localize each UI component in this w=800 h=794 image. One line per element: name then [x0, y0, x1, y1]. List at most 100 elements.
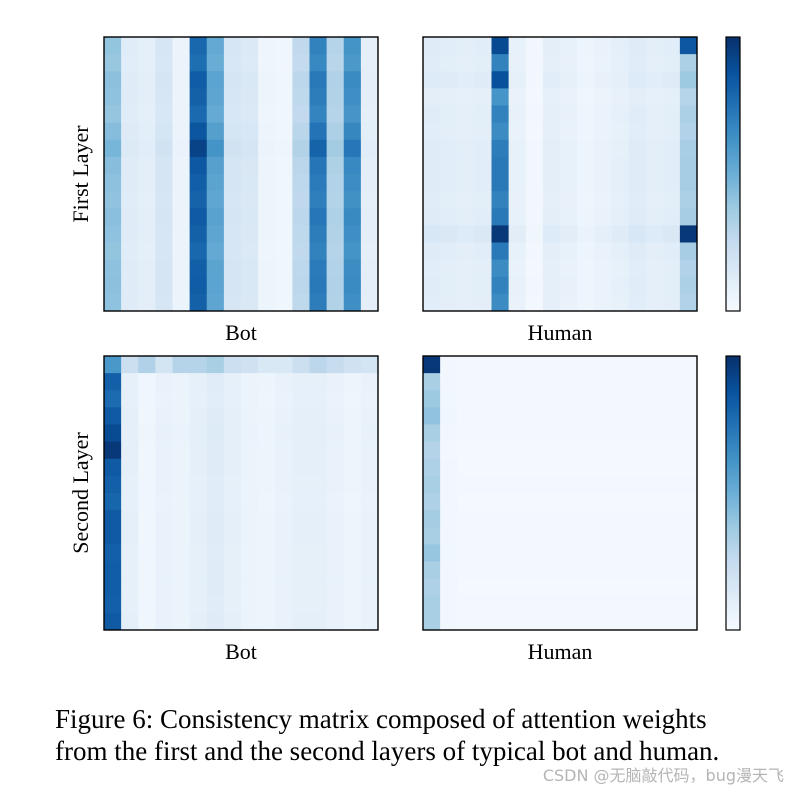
heatmap-cell — [440, 458, 458, 477]
heatmap-cell — [508, 510, 527, 528]
heatmap-cell — [292, 37, 310, 55]
heatmap-cell — [577, 612, 595, 631]
heatmap-cell — [172, 88, 191, 106]
heatmap-cell — [104, 276, 122, 295]
heatmap-cell — [206, 356, 225, 374]
heatmap-cell — [491, 259, 510, 278]
heatmap-cell — [594, 356, 612, 374]
heatmap-cell — [662, 475, 681, 494]
heatmap-cell — [645, 561, 664, 580]
heatmap-cell — [474, 578, 492, 597]
heatmap-cell — [326, 174, 345, 192]
heatmap-cell — [326, 544, 345, 562]
heatmap-cell — [645, 407, 664, 425]
heatmap-cell — [360, 276, 379, 295]
heatmap-cell — [440, 71, 458, 89]
heatmap-cell — [343, 174, 362, 192]
heatmap-cell — [155, 88, 173, 106]
heatmap-cell — [662, 407, 681, 425]
heatmap-cell — [172, 276, 191, 295]
heatmap-cell — [189, 544, 208, 562]
heatmap-cell — [104, 595, 122, 614]
heatmap-cell — [542, 407, 561, 425]
heatmap-cell — [309, 612, 328, 631]
heatmap-cell — [679, 208, 698, 226]
heatmap-first-layer-bot — [103, 36, 379, 312]
heatmap-cell — [309, 259, 328, 278]
heatmap-cell — [645, 493, 664, 511]
heatmap-cell — [440, 208, 458, 226]
heatmap-cell — [104, 208, 122, 226]
heatmap-cell — [172, 373, 191, 391]
heatmap-cell — [343, 88, 362, 106]
heatmap-cell — [241, 458, 259, 477]
heatmap-cell — [525, 407, 544, 425]
heatmap-cell — [594, 71, 612, 89]
heatmap-cell — [138, 373, 156, 391]
heatmap-cell — [457, 356, 475, 374]
heatmap-cell — [343, 390, 362, 408]
heatmap-cell — [258, 561, 276, 580]
heatmap-cell — [104, 527, 122, 545]
heatmap-cell — [611, 561, 629, 580]
heatmap-cell — [241, 373, 259, 391]
heatmap-cell — [679, 242, 698, 261]
heatmap-cell — [525, 390, 544, 408]
heatmap-cell — [138, 276, 156, 295]
heatmap-cell — [104, 37, 122, 55]
heatmap-cell — [542, 208, 561, 226]
heatmap-cell — [223, 242, 242, 261]
heatmap-cell — [611, 71, 629, 89]
heatmap-cell — [326, 424, 345, 443]
heatmap-cell — [679, 276, 698, 295]
heatmap-cell — [292, 441, 310, 460]
heatmap-cell — [560, 174, 578, 192]
heatmap-cell — [594, 561, 612, 580]
heatmap-cell — [662, 54, 681, 72]
heatmap-cell — [121, 122, 139, 141]
heatmap-cell — [155, 156, 173, 175]
heatmap-cell — [292, 122, 310, 141]
heatmap-cell — [508, 356, 527, 374]
heatmap-cell — [206, 441, 225, 460]
heatmap-cell — [662, 458, 681, 477]
heatmap-cell — [542, 259, 561, 278]
heatmap-cell — [241, 424, 259, 443]
heatmap-cell — [679, 544, 698, 562]
heatmap-cell — [292, 510, 310, 528]
heatmap-cell — [241, 105, 259, 124]
heatmap-cell — [172, 242, 191, 261]
heatmap-cell — [223, 276, 242, 295]
heatmap-cell — [326, 595, 345, 614]
heatmap-cell — [309, 225, 328, 243]
heatmap-cell — [104, 407, 122, 425]
heatmap-cell — [628, 527, 647, 545]
heatmap-cell — [241, 191, 259, 209]
heatmap-cell — [172, 259, 191, 278]
heatmap-cell — [138, 156, 156, 175]
heatmap-cell — [491, 242, 510, 261]
heatmap-cell — [594, 208, 612, 226]
heatmap-cell — [206, 373, 225, 391]
heatmap-cell — [645, 54, 664, 72]
heatmap-cell — [155, 390, 173, 408]
heatmap-cell — [138, 71, 156, 89]
heatmap-cell — [360, 407, 379, 425]
heatmap-cell — [560, 242, 578, 261]
heatmap-cell — [172, 37, 191, 55]
heatmap-cell — [474, 390, 492, 408]
heatmap-cell — [258, 475, 276, 494]
heatmap-cell — [343, 293, 362, 312]
heatmap-cell — [189, 259, 208, 278]
heatmap-cell — [457, 458, 475, 477]
heatmap-cell — [292, 612, 310, 631]
heatmap-cell — [104, 293, 122, 312]
heatmap-cell — [525, 373, 544, 391]
heatmap-cell — [155, 441, 173, 460]
heatmap-cell — [241, 407, 259, 425]
heatmap-cell — [275, 174, 293, 192]
heatmap-cell — [326, 259, 345, 278]
heatmap-cell — [628, 493, 647, 511]
heatmap-cell — [121, 561, 139, 580]
heatmap-cell — [121, 139, 139, 158]
